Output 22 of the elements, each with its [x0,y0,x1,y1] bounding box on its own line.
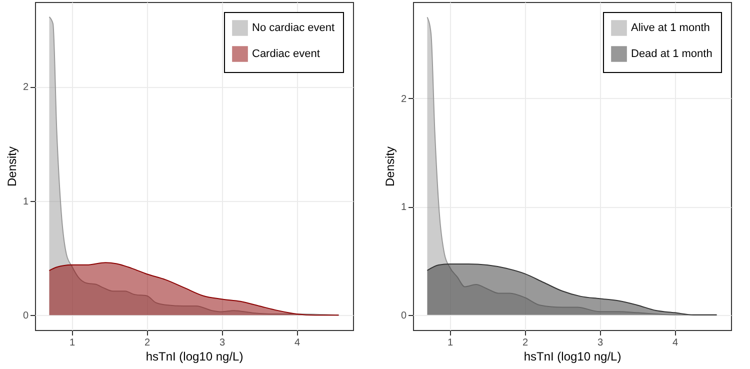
y-tick-label: 1 [22,196,29,208]
y-tick-label: 0 [22,310,29,322]
y-tick-label: 1 [400,202,407,214]
legend-label: Dead at 1 month [631,48,712,60]
x-tick-label: 4 [294,338,300,348]
x-axis-title: hsTnI (log10 ng/L) [524,350,622,364]
x-tick-label: 1 [69,338,76,348]
y-tick-label: 0 [400,310,407,322]
y-axis-title: Density [382,146,397,187]
x-tick-label: 2 [522,338,528,348]
x-tick-label: 3 [219,338,226,348]
x-axis-title: hsTnI (log10 ng/L) [146,350,244,364]
legend-label: No cardiac event [252,22,335,34]
y-tick-label: 2 [400,94,407,105]
x-tick-label: 3 [597,338,604,348]
x-tick-label: 1 [447,338,454,348]
legend-label: Cardiac event [252,48,320,60]
x-tick-label: 4 [672,338,678,348]
x-tick-label: 2 [144,338,150,348]
y-axis-title: Density [4,146,19,187]
legend-label: Alive at 1 month [631,22,710,34]
y-tick-label: 2 [22,82,29,94]
